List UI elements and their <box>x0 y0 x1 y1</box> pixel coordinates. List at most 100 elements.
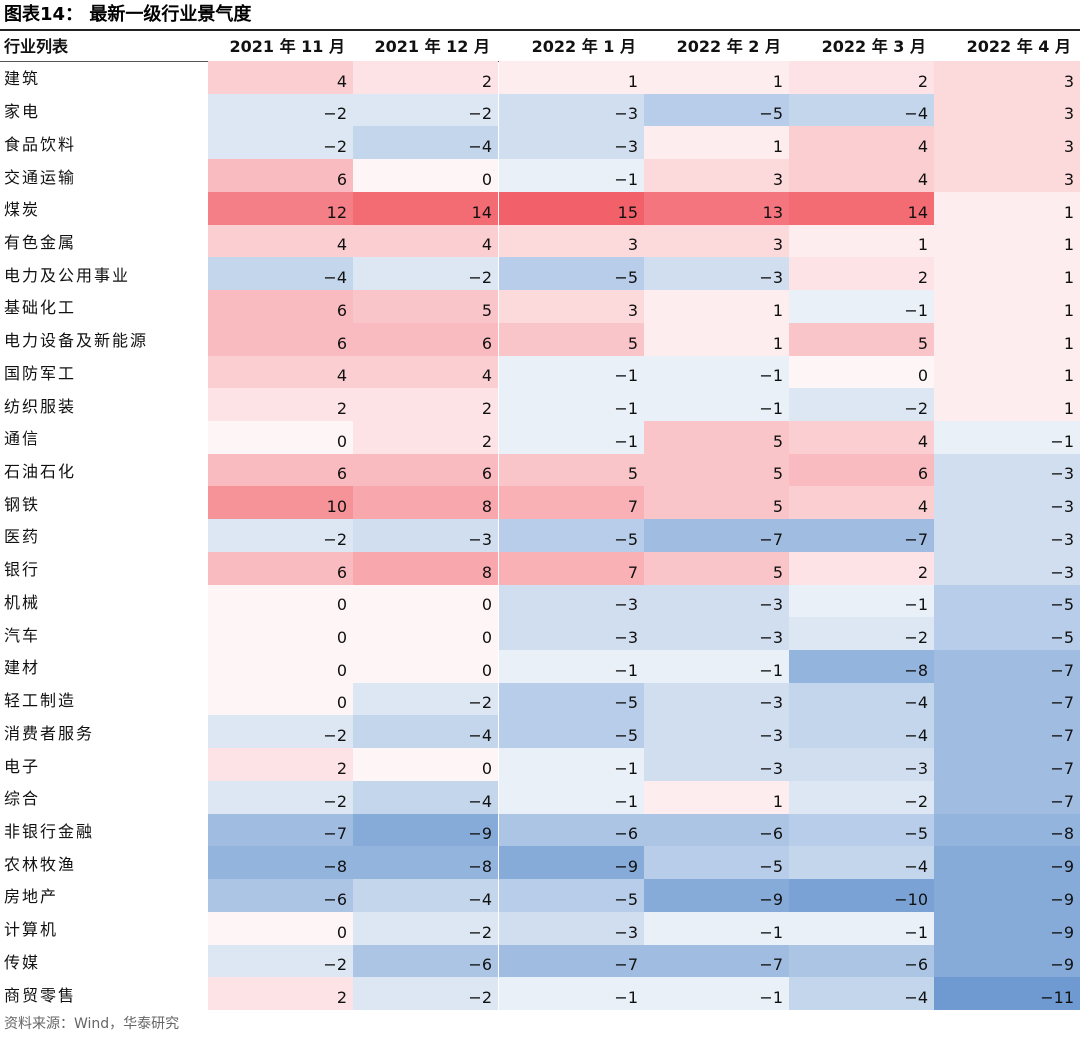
cell-value: 4 <box>336 71 347 91</box>
cell-value: 4 <box>917 137 928 157</box>
cell-value: 3 <box>1063 104 1074 124</box>
heatmap-cell: −5 <box>499 715 644 749</box>
heatmap-cell: −7 <box>934 715 1080 749</box>
cell-value: −7 <box>1050 660 1074 680</box>
cell-value: −3 <box>614 922 638 942</box>
industry-label: 石油石化 <box>4 462 77 482</box>
cell-value: 4 <box>917 497 928 517</box>
heatmap-cell: 6 <box>208 290 353 323</box>
table-row: 交通运输 6 0 −1 3 4 3 <box>0 159 1080 192</box>
cell-value: −1 <box>614 791 638 811</box>
heatmap-cell: −4 <box>789 93 934 127</box>
heatmap-cell: −1 <box>934 420 1080 454</box>
heatmap-cell: −2 <box>208 519 353 552</box>
table-row: 传媒 −2 −6 −7 −7 −6 −9 <box>0 944 1080 978</box>
heatmap-cell: −3 <box>644 748 789 781</box>
heatmap-cell: −5 <box>499 257 644 291</box>
heatmap-cell: −7 <box>789 519 934 552</box>
cell-value: −4 <box>904 987 928 1007</box>
industry-label: 家电 <box>4 102 41 122</box>
cell-value: 2 <box>336 987 347 1007</box>
chart-title: 图表14： 最新一级行业景气度 <box>4 4 252 25</box>
industry-label: 基础化工 <box>4 298 77 318</box>
cell-value: 3 <box>627 300 638 320</box>
cell-value: −5 <box>614 268 638 288</box>
cell-value: 1 <box>772 300 783 320</box>
cell-value: −6 <box>614 824 638 844</box>
table-row: 房地产 −6 −4 −5 −9 −10 −9 <box>0 879 1080 912</box>
cell-value: 2 <box>336 758 347 778</box>
cell-value: 15 <box>617 202 638 222</box>
heatmap-cell: −3 <box>934 486 1080 520</box>
heatmap-cell: 15 <box>499 191 644 225</box>
heatmap-cell: −4 <box>789 977 934 1010</box>
table-row: 钢铁 10 8 7 5 4 −3 <box>0 486 1080 520</box>
heatmap-cell: −7 <box>644 519 789 552</box>
cell-value: 0 <box>336 693 347 713</box>
heatmap-cell: 5 <box>644 453 789 487</box>
heatmap-cell: 3 <box>934 159 1080 192</box>
heatmap-cell: 1 <box>789 224 934 258</box>
cell-value: 5 <box>481 300 492 320</box>
cell-value: −1 <box>614 660 638 680</box>
cell-value: 3 <box>1063 169 1074 189</box>
table-row: 纺织服装 2 2 −1 −1 −2 1 <box>0 388 1080 421</box>
cell-value: 12 <box>326 202 347 222</box>
cell-value: 4 <box>481 366 492 386</box>
heatmap-cell: 6 <box>208 453 353 487</box>
industry-label: 计算机 <box>4 920 59 940</box>
column-header: 2022 年 1 月 <box>531 37 636 56</box>
heatmap-cell: −9 <box>644 879 789 912</box>
heatmap-cell: −4 <box>789 846 934 880</box>
cell-value: −4 <box>904 104 928 124</box>
heatmap-cell: 4 <box>353 224 498 258</box>
cell-value: −5 <box>759 104 783 124</box>
heatmap-cell: 2 <box>353 61 498 94</box>
cell-value: −1 <box>759 987 783 1007</box>
heatmap-cell: 1 <box>934 355 1080 389</box>
source-note: 资料来源：Wind，华泰研究 <box>4 1016 180 1032</box>
heatmap-cell: −7 <box>644 944 789 978</box>
cell-value: −6 <box>759 824 783 844</box>
cell-value: −11 <box>1040 987 1074 1007</box>
cell-value: 1 <box>1063 300 1074 320</box>
cell-value: −4 <box>904 726 928 746</box>
cell-value: −3 <box>1050 497 1074 517</box>
heatmap-cell: −3 <box>499 584 644 618</box>
table-row: 建筑 4 2 1 1 2 3 <box>0 61 1080 94</box>
cell-value: 6 <box>481 464 492 484</box>
industry-label: 消费者服务 <box>4 723 95 743</box>
cell-value: 5 <box>627 333 638 353</box>
heatmap-cell: 5 <box>644 420 789 454</box>
table-row: 综合 −2 −4 −1 1 −2 −7 <box>0 780 1080 814</box>
heatmap-cell: −5 <box>499 879 644 912</box>
cell-value: −4 <box>468 791 492 811</box>
cell-value: −6 <box>904 955 928 975</box>
watermark-text: 格隆汇 <box>1018 1013 1072 1034</box>
heatmap-cell: −1 <box>644 911 789 945</box>
cell-value: 0 <box>336 922 347 942</box>
cell-value: −8 <box>904 660 928 680</box>
heatmap-cell: −1 <box>644 650 789 683</box>
heatmap-cell: 4 <box>789 126 934 160</box>
heatmap-cell: −4 <box>353 879 498 912</box>
heatmap-cell: −3 <box>934 551 1080 585</box>
cell-value: −1 <box>614 431 638 451</box>
heatmap-cell: 2 <box>208 388 353 421</box>
heatmap-cell: −1 <box>499 650 644 683</box>
heatmap-cell: −9 <box>934 944 1080 978</box>
cell-value: −2 <box>323 104 347 124</box>
heatmap-cell: 5 <box>499 453 644 487</box>
title-divider <box>0 29 1080 31</box>
heatmap-cell: −7 <box>208 813 353 847</box>
heatmap-cell: −4 <box>353 715 498 749</box>
cell-value: −5 <box>614 529 638 549</box>
heatmap-cell: −5 <box>789 813 934 847</box>
cell-value: −2 <box>323 137 347 157</box>
cell-value: −10 <box>894 889 928 909</box>
cell-value: −9 <box>1050 889 1074 909</box>
heatmap-cell: −4 <box>789 715 934 749</box>
table-row: 汽车 0 0 −3 −3 −2 −5 <box>0 617 1080 651</box>
heatmap-cell: −9 <box>353 813 498 847</box>
heatmap-cell: −5 <box>934 617 1080 651</box>
